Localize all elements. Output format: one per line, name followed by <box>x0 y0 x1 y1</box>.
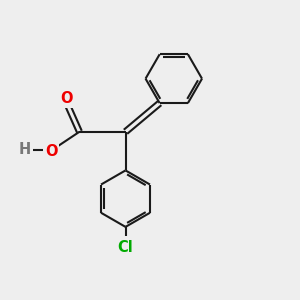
Text: Cl: Cl <box>118 240 134 255</box>
Text: O: O <box>60 91 72 106</box>
Text: H: H <box>19 142 31 157</box>
Text: O: O <box>45 144 58 159</box>
